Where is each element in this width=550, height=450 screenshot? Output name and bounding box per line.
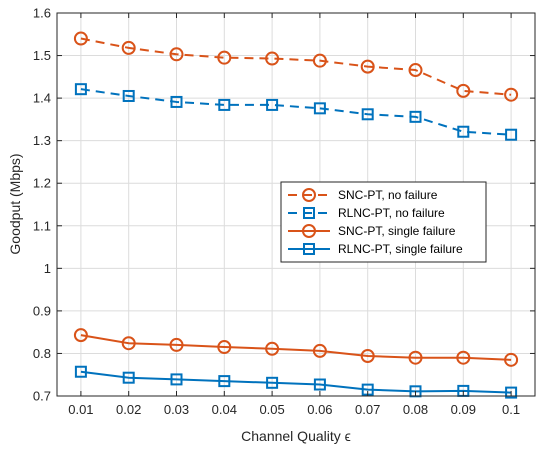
data-point [217, 50, 232, 65]
data-point [505, 386, 518, 399]
legend-label: SNC-PT, no failure [338, 188, 438, 202]
legend-marker [303, 243, 315, 255]
y-tick-label: 1.3 [33, 133, 51, 148]
data-point [121, 336, 136, 351]
data-point [217, 340, 232, 355]
series-group [73, 328, 519, 367]
x-tick-label: 0.03 [164, 402, 189, 417]
x-tick-label: 0.04 [212, 402, 237, 417]
data-point [504, 352, 519, 367]
data-point [360, 59, 375, 74]
axis-ticks: 0.01 0.02 0.03 0.04 0.05 0.06 0.07 0.08 0.09 0.1 0… [33, 6, 535, 417]
data-point [170, 373, 183, 386]
data-point [266, 376, 279, 389]
data-point [504, 87, 519, 102]
data-point [313, 102, 326, 115]
data-point [170, 95, 183, 108]
y-tick-label: 1.2 [33, 176, 51, 191]
x-axis-label: Channel Quality ϵ [241, 428, 351, 444]
data-point [456, 350, 471, 365]
data-point [122, 89, 135, 102]
y-tick-label: 0.8 [33, 346, 51, 361]
data-point [169, 47, 184, 62]
x-tick-label: 0.02 [116, 402, 141, 417]
data-point [456, 83, 471, 98]
legend-label: RLNC-PT, no failure [338, 206, 445, 220]
legend: SNC-PT, no failure RLNC-PT, no failure SNC… [280, 181, 487, 263]
data-point [266, 98, 279, 111]
y-tick-label: 1.5 [33, 48, 51, 63]
data-point [73, 328, 88, 343]
data-point [169, 337, 184, 352]
data-point [74, 365, 87, 378]
x-tick-label: 0.05 [259, 402, 284, 417]
data-point [360, 348, 375, 363]
data-point [313, 378, 326, 391]
y-tick-label: 0.7 [33, 389, 51, 404]
data-point [73, 31, 88, 46]
data-point [121, 40, 136, 55]
data-point [265, 51, 280, 66]
legend-label: RLNC-PT, single failure [338, 242, 463, 256]
data-point [122, 371, 135, 384]
data-point [408, 350, 423, 365]
legend-marker [303, 207, 315, 219]
series-line [80, 37, 512, 96]
data-point [218, 375, 231, 388]
x-tick-label: 0.1 [502, 402, 520, 417]
legend-marker [302, 224, 316, 238]
data-point [408, 63, 423, 78]
y-axis-label: Goodput (Mbps) [7, 153, 23, 254]
legend-label: SNC-PT, single failure [338, 224, 456, 238]
series-line [80, 88, 512, 136]
y-tick-label: 1.6 [33, 6, 51, 21]
legend-marker [302, 188, 316, 202]
data-point [409, 110, 422, 123]
series-line [80, 334, 512, 361]
x-tick-label: 0.06 [307, 402, 332, 417]
y-tick-label: 1.1 [33, 218, 51, 233]
data-point [265, 341, 280, 356]
y-tick-label: 1 [44, 261, 51, 276]
data-point [218, 98, 231, 111]
series-layer [73, 31, 519, 399]
x-tick-label: 0.07 [355, 402, 380, 417]
data-point [74, 83, 87, 96]
y-tick-label: 1.4 [33, 91, 51, 106]
data-point [457, 125, 470, 138]
data-point [312, 343, 327, 358]
x-tick-label: 0.01 [68, 402, 93, 417]
data-point [361, 108, 374, 121]
series-group [73, 31, 519, 102]
x-tick-label: 0.08 [403, 402, 428, 417]
series-group [74, 83, 518, 141]
series-line [80, 370, 512, 394]
x-tick-label: 0.09 [451, 402, 476, 417]
data-point [312, 53, 327, 68]
plot-frame [56, 12, 536, 397]
data-point [505, 128, 518, 141]
y-tick-label: 0.9 [33, 303, 51, 318]
